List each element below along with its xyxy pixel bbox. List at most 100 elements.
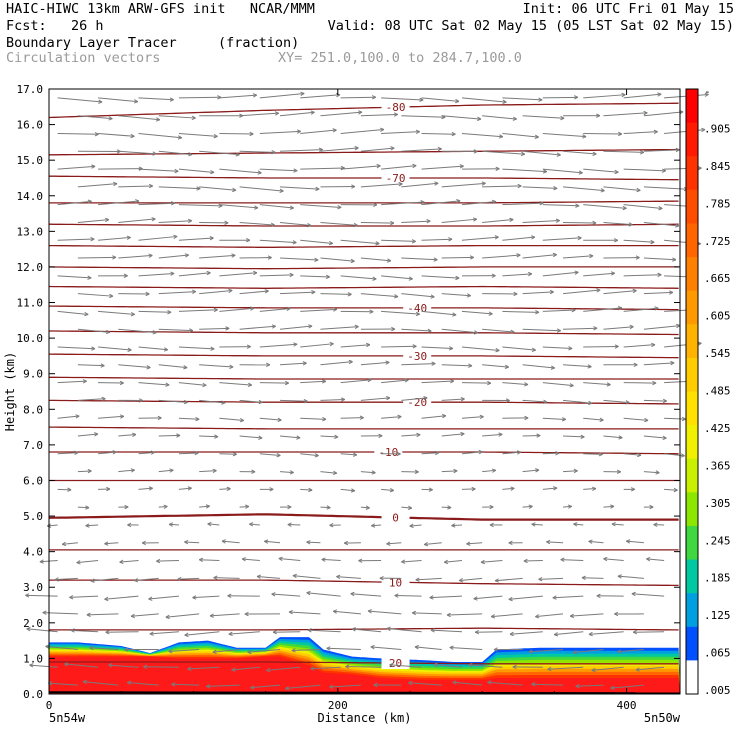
wind-vector bbox=[542, 96, 578, 99]
wind-vector bbox=[466, 542, 483, 545]
colorbar-swatch bbox=[686, 156, 698, 191]
wind-vector-head bbox=[165, 382, 170, 386]
wind-vector bbox=[381, 488, 394, 491]
wind-vector-head bbox=[469, 255, 474, 258]
wind-vector bbox=[451, 524, 462, 527]
wind-vector bbox=[280, 186, 320, 190]
colorbar-label: .425 bbox=[704, 422, 731, 435]
wind-vector-head bbox=[516, 254, 521, 258]
wind-vector-head bbox=[26, 626, 31, 630]
wind-vector bbox=[98, 97, 138, 103]
wind-vector-head bbox=[492, 201, 497, 205]
wind-vector-head bbox=[176, 434, 181, 438]
y-tick-label: 8.0 bbox=[23, 403, 43, 416]
wind-vector-head bbox=[429, 597, 434, 600]
wind-vector-head bbox=[415, 313, 420, 317]
wind-vector-head bbox=[224, 222, 229, 226]
wind-vector-head bbox=[390, 220, 395, 224]
wind-vector-head bbox=[521, 151, 526, 155]
wind-vector-head bbox=[553, 187, 558, 191]
wind-vector-head bbox=[334, 434, 339, 438]
wind-vector-head bbox=[64, 662, 69, 665]
wind-vector-head bbox=[100, 365, 105, 368]
wind-vector-head bbox=[350, 490, 356, 493]
wind-vector-head bbox=[673, 487, 678, 491]
wind-vector bbox=[118, 185, 153, 188]
wind-vector bbox=[77, 183, 118, 188]
wind-vector bbox=[560, 559, 584, 562]
wind-vector-head bbox=[394, 296, 399, 299]
wind-vector bbox=[77, 506, 90, 509]
wind-vector-head bbox=[266, 364, 271, 368]
wind-vector-head bbox=[258, 401, 263, 405]
wind-vector-head bbox=[547, 668, 552, 672]
wind-vector bbox=[345, 666, 382, 668]
wind-vector-head bbox=[578, 172, 583, 175]
wind-vector-head bbox=[171, 202, 176, 206]
wind-vector-head bbox=[270, 224, 275, 228]
header-line2-right: Valid: 08 UTC Sat 02 May 15 (05 LST Sat … bbox=[327, 18, 734, 34]
wind-vector-head bbox=[328, 242, 333, 246]
wind-vector-head bbox=[74, 450, 79, 454]
wind-vector-head bbox=[478, 451, 483, 455]
wind-vector-head bbox=[452, 681, 457, 685]
wind-vector-head bbox=[264, 540, 268, 544]
temperature-contour bbox=[49, 627, 679, 631]
colorbar-label: .905 bbox=[704, 122, 731, 135]
colorbar-swatch bbox=[686, 391, 698, 426]
wind-vector bbox=[381, 310, 420, 315]
wind-vector-head bbox=[569, 615, 575, 619]
wind-vector-head bbox=[333, 609, 338, 612]
wind-vector bbox=[441, 256, 474, 259]
wind-vector-head bbox=[528, 273, 533, 277]
wind-vector bbox=[360, 293, 399, 298]
wind-vector-head bbox=[479, 416, 484, 420]
wind-vector bbox=[219, 382, 252, 386]
wind-vector bbox=[259, 274, 294, 277]
wind-vector bbox=[441, 398, 465, 401]
wind-vector-head bbox=[423, 544, 429, 547]
wind-vector-head bbox=[589, 253, 594, 257]
wind-vector bbox=[288, 611, 321, 615]
wind-vector-head bbox=[278, 556, 283, 559]
wind-vector-head bbox=[148, 596, 153, 600]
wind-vector bbox=[57, 238, 95, 241]
wind-vector-head bbox=[287, 522, 292, 526]
wind-vector-head bbox=[359, 415, 364, 419]
wind-vector bbox=[280, 257, 319, 261]
wind-vector bbox=[118, 254, 153, 259]
wind-vector bbox=[386, 542, 402, 545]
wind-vector-head bbox=[523, 558, 528, 562]
wind-vector-head bbox=[555, 452, 560, 456]
wind-vector bbox=[306, 541, 321, 544]
wind-vector-head bbox=[592, 486, 597, 490]
wind-vector-head bbox=[152, 332, 157, 335]
wind-vector bbox=[441, 115, 481, 120]
wind-vector-head bbox=[106, 329, 111, 333]
wind-vector bbox=[401, 363, 436, 366]
wind-vector-head bbox=[244, 613, 249, 617]
wind-vector-head bbox=[76, 560, 81, 564]
wind-vector bbox=[320, 361, 353, 366]
wind-vector-head bbox=[621, 94, 626, 98]
wind-vector-head bbox=[288, 610, 293, 613]
wind-vector-head bbox=[449, 645, 454, 648]
wind-vector bbox=[583, 272, 615, 277]
wind-vector-head bbox=[592, 151, 597, 155]
wind-vector bbox=[57, 97, 103, 103]
wind-vector-head bbox=[348, 359, 353, 363]
wind-vector bbox=[482, 364, 509, 368]
wind-vector bbox=[461, 451, 483, 455]
wind-vector-head bbox=[113, 181, 118, 185]
wind-vector bbox=[573, 523, 584, 526]
wind-vector-head bbox=[610, 504, 615, 507]
contour-label: -10 bbox=[378, 446, 398, 459]
wind-vector-head bbox=[409, 523, 414, 527]
wind-vector bbox=[542, 237, 582, 241]
wind-vector bbox=[178, 417, 200, 420]
wind-vector-head bbox=[207, 521, 212, 525]
wind-vector-head bbox=[221, 539, 226, 542]
wind-vector bbox=[98, 451, 117, 455]
wind-vector-head bbox=[252, 93, 257, 96]
wind-vector bbox=[259, 130, 301, 134]
